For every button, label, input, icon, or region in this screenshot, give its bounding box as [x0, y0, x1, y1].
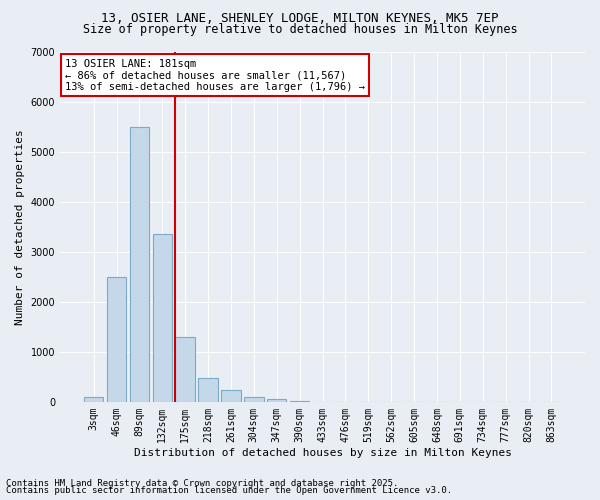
Bar: [221, 390, 241, 402]
Bar: [152, 234, 172, 402]
Bar: [199, 378, 218, 402]
Bar: [244, 398, 263, 402]
Bar: [107, 276, 126, 402]
Text: Contains HM Land Registry data © Crown copyright and database right 2025.: Contains HM Land Registry data © Crown c…: [6, 478, 398, 488]
Text: 13, OSIER LANE, SHENLEY LODGE, MILTON KEYNES, MK5 7EP: 13, OSIER LANE, SHENLEY LODGE, MILTON KE…: [101, 12, 499, 26]
Bar: [130, 126, 149, 402]
Y-axis label: Number of detached properties: Number of detached properties: [15, 129, 25, 324]
Text: Size of property relative to detached houses in Milton Keynes: Size of property relative to detached ho…: [83, 22, 517, 36]
X-axis label: Distribution of detached houses by size in Milton Keynes: Distribution of detached houses by size …: [134, 448, 512, 458]
Bar: [84, 398, 103, 402]
Text: 13 OSIER LANE: 181sqm
← 86% of detached houses are smaller (11,567)
13% of semi-: 13 OSIER LANE: 181sqm ← 86% of detached …: [65, 58, 365, 92]
Bar: [175, 337, 195, 402]
Bar: [267, 400, 286, 402]
Text: Contains public sector information licensed under the Open Government Licence v3: Contains public sector information licen…: [6, 486, 452, 495]
